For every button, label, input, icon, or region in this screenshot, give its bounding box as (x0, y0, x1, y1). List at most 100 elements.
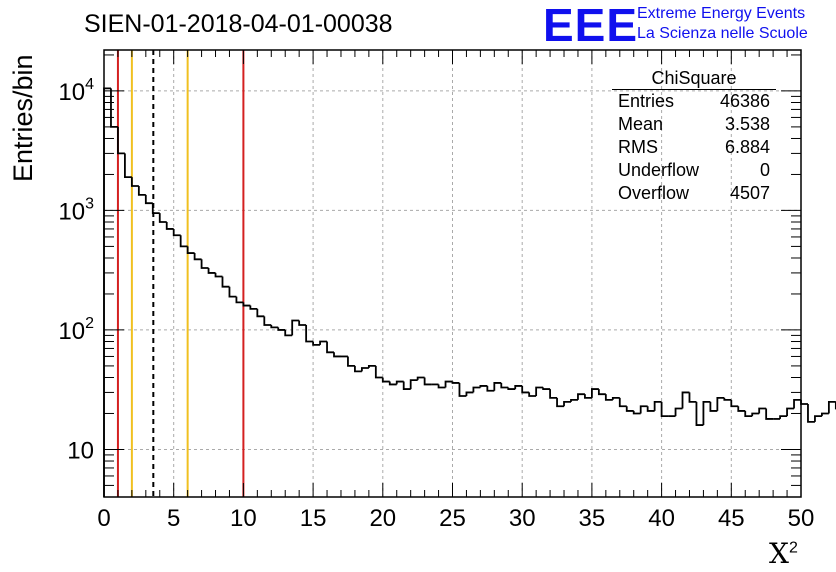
histogram-bin (298, 320, 307, 326)
x-tick-label: 30 (509, 505, 536, 532)
y-tick-label: 102 (58, 315, 94, 345)
histogram-bin (814, 415, 822, 422)
histogram-bin (807, 404, 815, 423)
stats-row-mean: Mean 3.538 (612, 113, 776, 136)
x-tick-label: 5 (167, 505, 180, 532)
histogram-bin (395, 380, 404, 385)
histogram-bin (730, 399, 739, 408)
histogram-bin (702, 400, 711, 426)
histogram-bin (326, 341, 335, 354)
stats-value: 0 (759, 160, 770, 180)
stats-row-underflow: Underflow 0 (612, 159, 776, 182)
histogram-bin (360, 367, 369, 372)
x-tick-label: 50 (788, 505, 815, 532)
x-tick-label: 35 (579, 505, 606, 532)
histogram-bin (381, 377, 390, 383)
histogram-bin (374, 365, 383, 379)
histogram-bin (779, 415, 788, 419)
histogram-bin (437, 384, 446, 389)
histogram-bin (737, 406, 746, 412)
histogram-bin (256, 308, 265, 318)
chart-title: SIEN-01-2018-04-01-00038 (84, 10, 393, 38)
histogram-bin (591, 388, 599, 398)
histogram-bin (472, 386, 481, 393)
histogram-bin (242, 302, 251, 307)
x-tick-label: 10 (230, 505, 257, 532)
histogram-bin (597, 389, 606, 396)
histogram-bin (137, 186, 146, 196)
stats-value: 46386 (719, 91, 770, 111)
x-tick-label: 45 (718, 505, 745, 532)
histogram-bin (158, 213, 167, 223)
axis-ticks (103, 50, 802, 498)
x-tick-label: 0 (97, 505, 110, 532)
histogram-bin (117, 126, 125, 155)
histogram-bin (277, 327, 286, 331)
histogram-bin (744, 410, 753, 418)
histogram-bin (186, 246, 195, 254)
histogram-bin (165, 222, 174, 230)
tick-labels: 0 5 10 15 20 25 30 35 40 45 50 10 102 103 104 (58, 76, 814, 532)
histogram-bin (110, 88, 118, 128)
histogram-bin (103, 87, 111, 497)
stats-row-entries: Entries 46386 (612, 90, 776, 113)
stats-row-overflow: Overflow 4507 (612, 182, 776, 205)
histogram-bin (723, 397, 732, 401)
histogram-bin (458, 382, 467, 397)
histogram-bin (423, 377, 432, 386)
histogram-bin (528, 392, 537, 397)
histogram-bin (570, 398, 578, 402)
histogram-bin (416, 376, 425, 381)
x-tick-label: 20 (369, 505, 396, 532)
histogram-bin (312, 341, 321, 346)
histogram-bin (409, 379, 418, 390)
y-tick-label: 10 (67, 437, 94, 464)
stats-value: 4507 (729, 183, 770, 203)
histogram-bin (193, 253, 202, 261)
histogram-bin (507, 387, 516, 390)
histogram-bin (577, 393, 585, 400)
histogram-bin (493, 382, 502, 391)
histogram-bin (200, 259, 209, 269)
stats-label: Overflow (618, 183, 690, 203)
brand-line-2: La Scienza nelle Scuole (637, 25, 808, 42)
histogram-bin (144, 194, 153, 205)
stats-label: Entries (618, 91, 675, 111)
stats-row-rms: RMS 6.884 (612, 136, 776, 159)
histogram-bin (444, 380, 453, 388)
histogram-bin (221, 276, 230, 288)
histogram-bin (688, 392, 697, 403)
histogram-bin (500, 382, 509, 389)
histogram-bin (124, 153, 132, 179)
histogram-bin (479, 385, 488, 388)
histogram-bin (521, 385, 530, 394)
histogram-bin (695, 401, 704, 426)
x-tick-label: 15 (300, 505, 327, 532)
histogram-bin (556, 397, 565, 408)
histogram-bin (465, 391, 474, 397)
histogram-bin (179, 235, 188, 248)
histogram-bin (367, 365, 376, 369)
histogram-bin (751, 412, 760, 417)
histogram-bin (319, 340, 328, 345)
histogram-bin (284, 329, 293, 337)
histogram-bin (263, 316, 272, 326)
histogram-bin (347, 356, 355, 367)
stats-value: 6.884 (724, 137, 770, 157)
x-tick-label: 25 (439, 505, 466, 532)
histogram-bin (305, 324, 314, 343)
histogram-bin (563, 400, 571, 407)
histogram-bin (716, 396, 725, 411)
histogram-bin (151, 203, 160, 214)
histogram-bin (235, 296, 244, 304)
histogram-bin (228, 286, 237, 298)
histogram-bin (625, 406, 634, 412)
y-tick-label: 104 (58, 76, 94, 106)
histogram-bin (207, 267, 216, 274)
histogram-bin (758, 407, 767, 414)
stats-label: RMS (618, 137, 658, 157)
histogram-bin (827, 400, 836, 414)
histogram-bin (604, 394, 613, 401)
histogram-bin (549, 389, 558, 399)
stats-title: ChiSquare (612, 68, 776, 90)
